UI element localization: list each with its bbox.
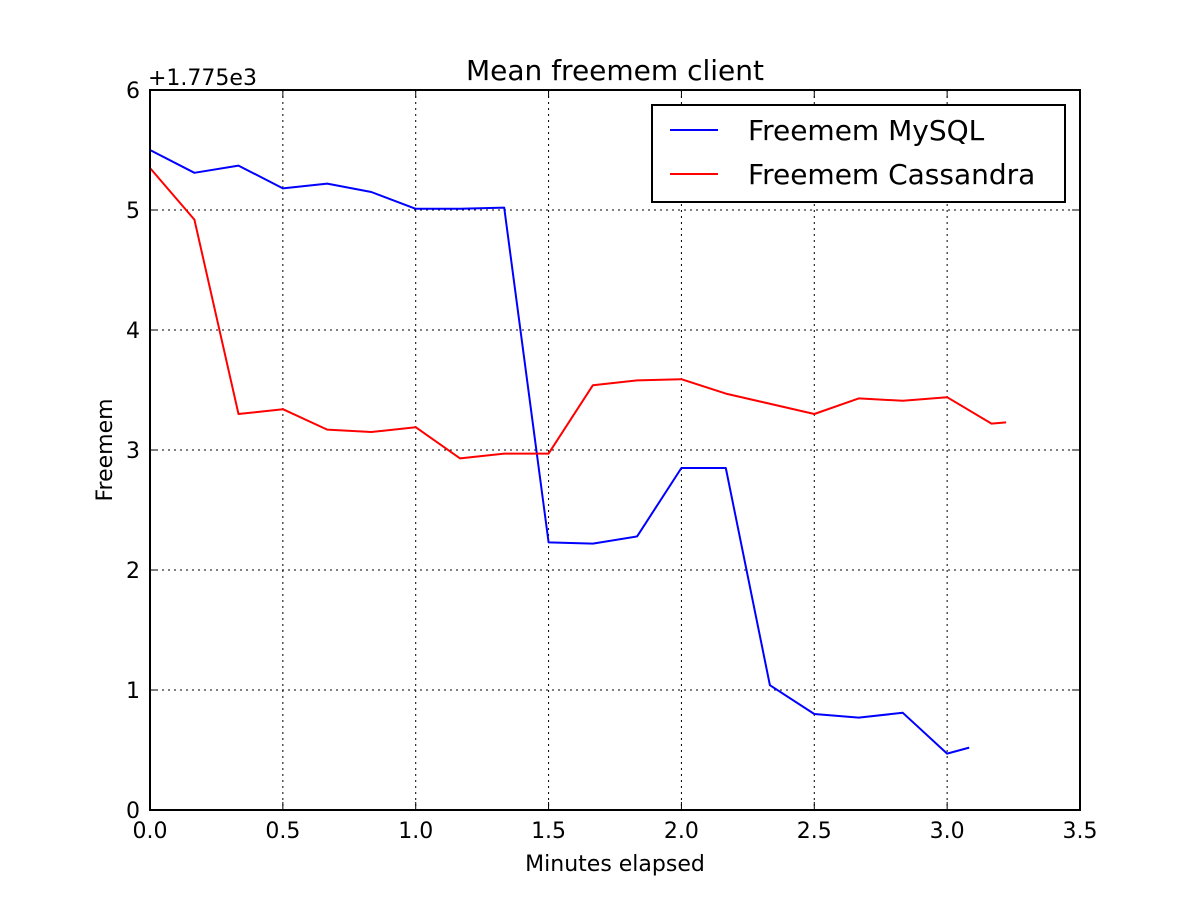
y-tick-label: 1 (126, 679, 140, 704)
y-tick-label: 6 (126, 79, 140, 104)
y-tick-label: 4 (126, 319, 140, 344)
x-tick-label: 2.0 (664, 819, 699, 844)
legend: Freemem MySQL Freemem Cassandra (651, 104, 1066, 203)
x-tick-label: 3.5 (1063, 819, 1098, 844)
x-tick-label: 2.5 (797, 819, 832, 844)
x-tick-label: 0.5 (265, 819, 300, 844)
legend-label-cassandra: Freemem Cassandra (748, 158, 1035, 191)
y-tick-label: 2 (126, 559, 140, 584)
x-tick-label: 3.0 (930, 819, 965, 844)
y-tick-label: 0 (126, 799, 140, 824)
series-lines (149, 149, 1007, 755)
y-tick-label: 3 (126, 439, 140, 464)
x-tick-label: 0.0 (133, 819, 168, 844)
y-axis-label: Freemem (93, 398, 118, 501)
grid-lines (150, 90, 1080, 810)
chart-title: Mean freemem client (466, 54, 764, 87)
series-line-mysql (149, 149, 970, 755)
axis-ticks: 0.0 0.5 1.0 1.5 2.0 2.5 3.0 3.5 0 1 2 3 4 5 6 (126, 79, 1098, 844)
legend-label-mysql: Freemem MySQL (748, 114, 985, 147)
x-axis-label: Minutes elapsed (525, 852, 705, 877)
x-tick-label: 1.0 (398, 819, 433, 844)
y-tick-label: 5 (126, 199, 140, 224)
y-axis-offset-label: +1.775e3 (148, 66, 257, 91)
legend-box (651, 104, 1066, 203)
series-line-cassandra (149, 167, 1007, 460)
x-tick-label: 1.5 (531, 819, 566, 844)
